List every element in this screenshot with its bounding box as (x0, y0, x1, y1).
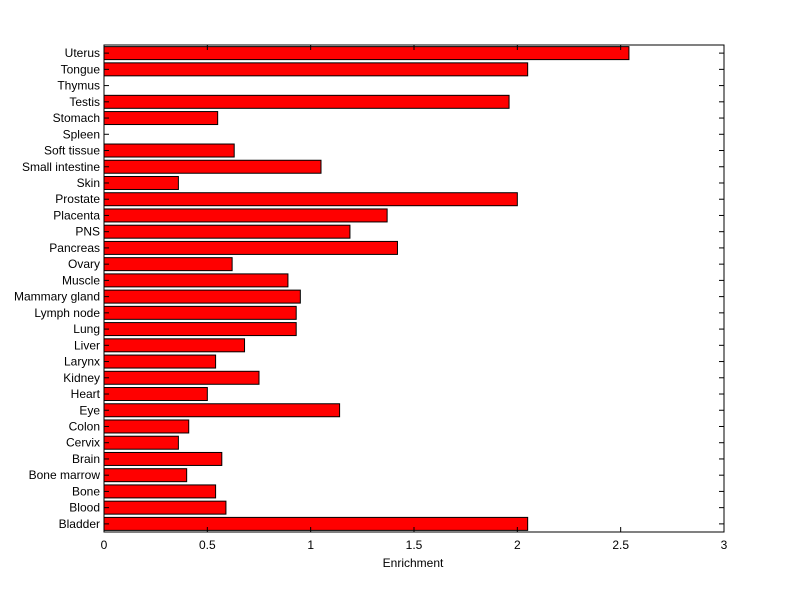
axes-layer: Bladder Blood Bone Bone marrow Brain Cervix Co… (14, 44, 728, 552)
y-tick-label: Bladder (59, 517, 100, 531)
y-tick-label: Stomach (53, 111, 100, 125)
y-tick-label: Muscle (62, 273, 100, 287)
bar-tongue (103, 62, 529, 77)
y-tick-label: Lymph node (34, 306, 100, 320)
bar-ovary (103, 257, 233, 272)
y-tick-label: Blood (69, 501, 100, 515)
y-tick-label: Colon (69, 419, 100, 433)
y-tick-label: Prostate (55, 192, 100, 206)
x-tick-label: 2 (514, 538, 521, 552)
y-tick-label: Cervix (66, 436, 100, 450)
x-tick-label: 2.5 (612, 538, 629, 552)
bar-stomach (103, 111, 219, 126)
y-tick-label: Soft tissue (44, 144, 100, 158)
x-tick-label: 1 (307, 538, 314, 552)
bar-skin (103, 175, 179, 190)
bar-prostate (103, 192, 518, 207)
y-tick-label: Eye (79, 403, 100, 417)
x-tick-label: 0.5 (199, 538, 216, 552)
y-tick-label: Bone (72, 484, 100, 498)
bar-pns (103, 224, 351, 239)
y-tick-label: Pancreas (49, 241, 100, 255)
y-tick-label: Bone marrow (29, 468, 101, 482)
bar-pancreas (103, 240, 398, 255)
bar-muscle (103, 273, 289, 288)
bar-soft-tissue (103, 143, 235, 158)
bar-bone (103, 484, 217, 499)
bar-kidney (103, 370, 260, 385)
y-tick-label: Testis (69, 95, 100, 109)
y-tick-label: Uterus (65, 46, 100, 60)
bar-cervix (103, 435, 179, 450)
bar-uterus (103, 46, 630, 61)
y-tick-label: Tongue (61, 62, 101, 76)
y-tick-label: Thymus (57, 79, 100, 93)
plot-frame (103, 44, 725, 533)
y-tick-label: Small intestine (22, 160, 100, 174)
bar-lung (103, 322, 297, 337)
bar-blood (103, 500, 227, 515)
y-tick-label: Kidney (63, 371, 100, 385)
x-tick-label: 0 (101, 538, 108, 552)
y-tick-label: Ovary (68, 257, 100, 271)
y-tick-label: Skin (77, 176, 100, 190)
bar-placenta (103, 208, 388, 223)
bar-testis (103, 94, 510, 109)
bar-heart (103, 387, 208, 402)
x-axis-label: Enrichment (383, 556, 444, 570)
bar-bone-marrow (103, 468, 188, 483)
y-tick-label: Brain (72, 452, 100, 466)
bar-small-intestine (103, 159, 322, 174)
bar-eye (103, 403, 341, 418)
bars-layer (103, 46, 630, 531)
bar-colon (103, 419, 190, 434)
y-tick-label: Lung (73, 322, 100, 336)
bar-mammary-gland (103, 289, 301, 304)
y-tick-label: PNS (75, 225, 100, 239)
y-tick-label: Placenta (53, 208, 100, 222)
bar-bladder (103, 516, 529, 531)
bar-brain (103, 451, 223, 466)
y-tick-label: Mammary gland (14, 290, 100, 304)
y-tick-label: Spleen (63, 127, 100, 141)
y-tick-label: Larynx (64, 355, 100, 369)
y-tick-label: Heart (71, 387, 101, 401)
x-tick-label: 3 (721, 538, 728, 552)
x-tick-label: 1.5 (406, 538, 423, 552)
y-tick-label: Liver (74, 338, 100, 352)
bar-liver (103, 338, 246, 353)
bar-lymph-node (103, 305, 297, 320)
bar-larynx (103, 354, 217, 369)
